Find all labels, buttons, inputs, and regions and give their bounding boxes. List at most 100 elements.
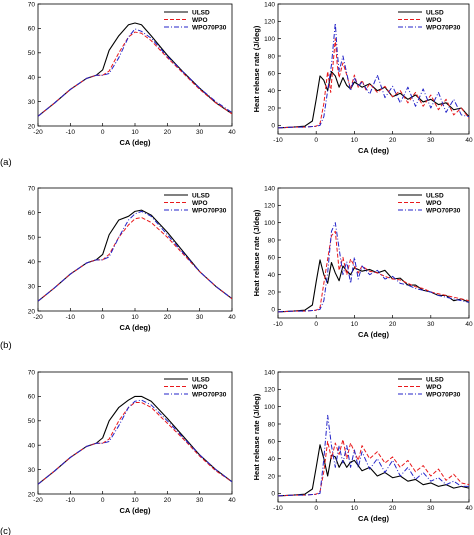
legend-label-wpo: WPO: [426, 17, 442, 24]
legend-label-wpo70p30: WPO70P30: [426, 24, 461, 31]
legend-label-wpo70p30: WPO70P30: [192, 391, 227, 398]
row-label-a: (a): [0, 157, 12, 168]
series-group: [38, 209, 232, 302]
y-tick-label: 100: [264, 404, 275, 411]
series-line-ulsd: [38, 209, 232, 302]
y-tick-label: 100: [264, 220, 275, 227]
y-tick-label: 20: [28, 308, 36, 315]
series-group: [278, 22, 469, 129]
y-tick-label: 60: [28, 26, 36, 33]
y-tick-label: 30: [28, 99, 36, 106]
legend-label-wpo: WPO: [426, 384, 442, 391]
legend-label-wpo70p30: WPO70P30: [192, 207, 227, 214]
y-tick-label: 140: [264, 185, 275, 192]
y-axis-label: Heat release rate (J/deg): [252, 25, 261, 112]
series-line-ulsd: [278, 444, 469, 497]
series-line-wpo70p30: [38, 28, 232, 117]
legend-label-ulsd: ULSD: [426, 376, 444, 383]
x-tick-label: 40: [228, 497, 236, 504]
y-tick-label: 40: [28, 443, 36, 450]
series-line-wpo70p30: [278, 22, 469, 129]
x-tick-label: -10: [66, 129, 76, 136]
chart-panel-6: -10 0 10 20 30 40 0 20 40 60 80 100 120 140 CA (deg) He…: [252, 369, 473, 523]
series-line-wpo70p30: [38, 399, 232, 485]
x-tick-label: 0: [314, 505, 318, 512]
chart-panel-2: -10 0 10 20 30 40 0 20 40 60 80 100 120 140 CA (deg) He…: [252, 1, 473, 155]
y-tick-label: 0: [271, 491, 275, 498]
y-tick-label: 120: [264, 387, 275, 394]
x-tick-label: 20: [389, 137, 397, 144]
y-tick-label: 60: [28, 394, 36, 401]
y-tick-label: 70: [28, 369, 36, 376]
y-tick-label: 20: [268, 105, 276, 112]
y-tick-label: 50: [28, 418, 36, 425]
series-line-wpo: [278, 38, 469, 129]
x-tick-label: 10: [351, 321, 359, 328]
x-tick-label: 0: [101, 314, 105, 321]
y-tick-label: 20: [268, 289, 276, 296]
x-tick-label: 20: [164, 129, 172, 136]
y-tick-label: 140: [264, 369, 275, 376]
y-axis-label: Heat release rate (J/deg): [252, 393, 261, 480]
y-tick-label: 40: [268, 272, 276, 279]
y-tick-label: 60: [268, 439, 276, 446]
y-tick-label: 0: [271, 123, 275, 130]
x-tick-label: 30: [196, 497, 204, 504]
y-tick-label: 40: [28, 259, 36, 266]
legend-label-ulsd: ULSD: [192, 9, 210, 16]
series-line-wpo: [38, 402, 232, 485]
x-tick-label: -20: [33, 497, 43, 504]
y-tick-label: 20: [28, 491, 36, 498]
series-group: [38, 22, 232, 117]
legend-label-wpo70p30: WPO70P30: [192, 24, 227, 31]
x-tick-label: 0: [101, 497, 105, 504]
series-line-wpo: [278, 439, 469, 497]
series-line-wpo70p30: [38, 210, 232, 302]
chart-panel-4: -10 0 10 20 30 40 0 20 40 60 80 100 120 140 CA (deg) He…: [252, 185, 473, 339]
x-tick-label: 0: [314, 137, 318, 144]
x-tick-label: 40: [465, 505, 473, 512]
series-line-ulsd: [38, 22, 232, 117]
x-tick-label: -10: [66, 314, 76, 321]
y-tick-label: 140: [264, 1, 275, 8]
row-label-b: (b): [0, 340, 12, 351]
x-tick-label: 10: [351, 505, 359, 512]
y-tick-label: 60: [268, 255, 276, 262]
x-tick-label: 40: [465, 321, 473, 328]
x-tick-label: 10: [351, 137, 359, 144]
y-tick-label: 20: [268, 473, 276, 480]
x-tick-label: 10: [131, 497, 139, 504]
x-tick-label: 0: [101, 129, 105, 136]
x-tick-label: 30: [427, 137, 435, 144]
x-tick-label: 40: [228, 129, 236, 136]
x-tick-label: 20: [389, 505, 397, 512]
legend-label-wpo70p30: WPO70P30: [426, 207, 461, 214]
y-tick-label: 30: [28, 284, 36, 291]
y-tick-label: 80: [268, 237, 276, 244]
series-group: [278, 222, 469, 313]
series-line-ulsd: [38, 395, 232, 485]
x-tick-label: 30: [196, 314, 204, 321]
legend-label-ulsd: ULSD: [192, 376, 210, 383]
x-tick-label: -10: [273, 137, 283, 144]
y-tick-label: 100: [264, 36, 275, 43]
legend-label-ulsd: ULSD: [426, 192, 444, 199]
x-tick-label: -20: [33, 314, 43, 321]
x-axis-label: CA (deg): [120, 138, 151, 147]
plot-frame: [277, 3, 470, 135]
x-tick-label: 30: [427, 321, 435, 328]
row-label-c: (c): [0, 526, 11, 535]
y-tick-label: 50: [28, 235, 36, 242]
x-tick-label: 10: [131, 129, 139, 136]
series-line-wpo70p30: [278, 222, 469, 313]
x-axis-label: CA (deg): [120, 506, 151, 515]
series-group: [38, 395, 232, 485]
x-tick-label: 30: [196, 129, 204, 136]
plot-frame: [277, 187, 470, 319]
y-tick-label: 70: [28, 1, 36, 8]
